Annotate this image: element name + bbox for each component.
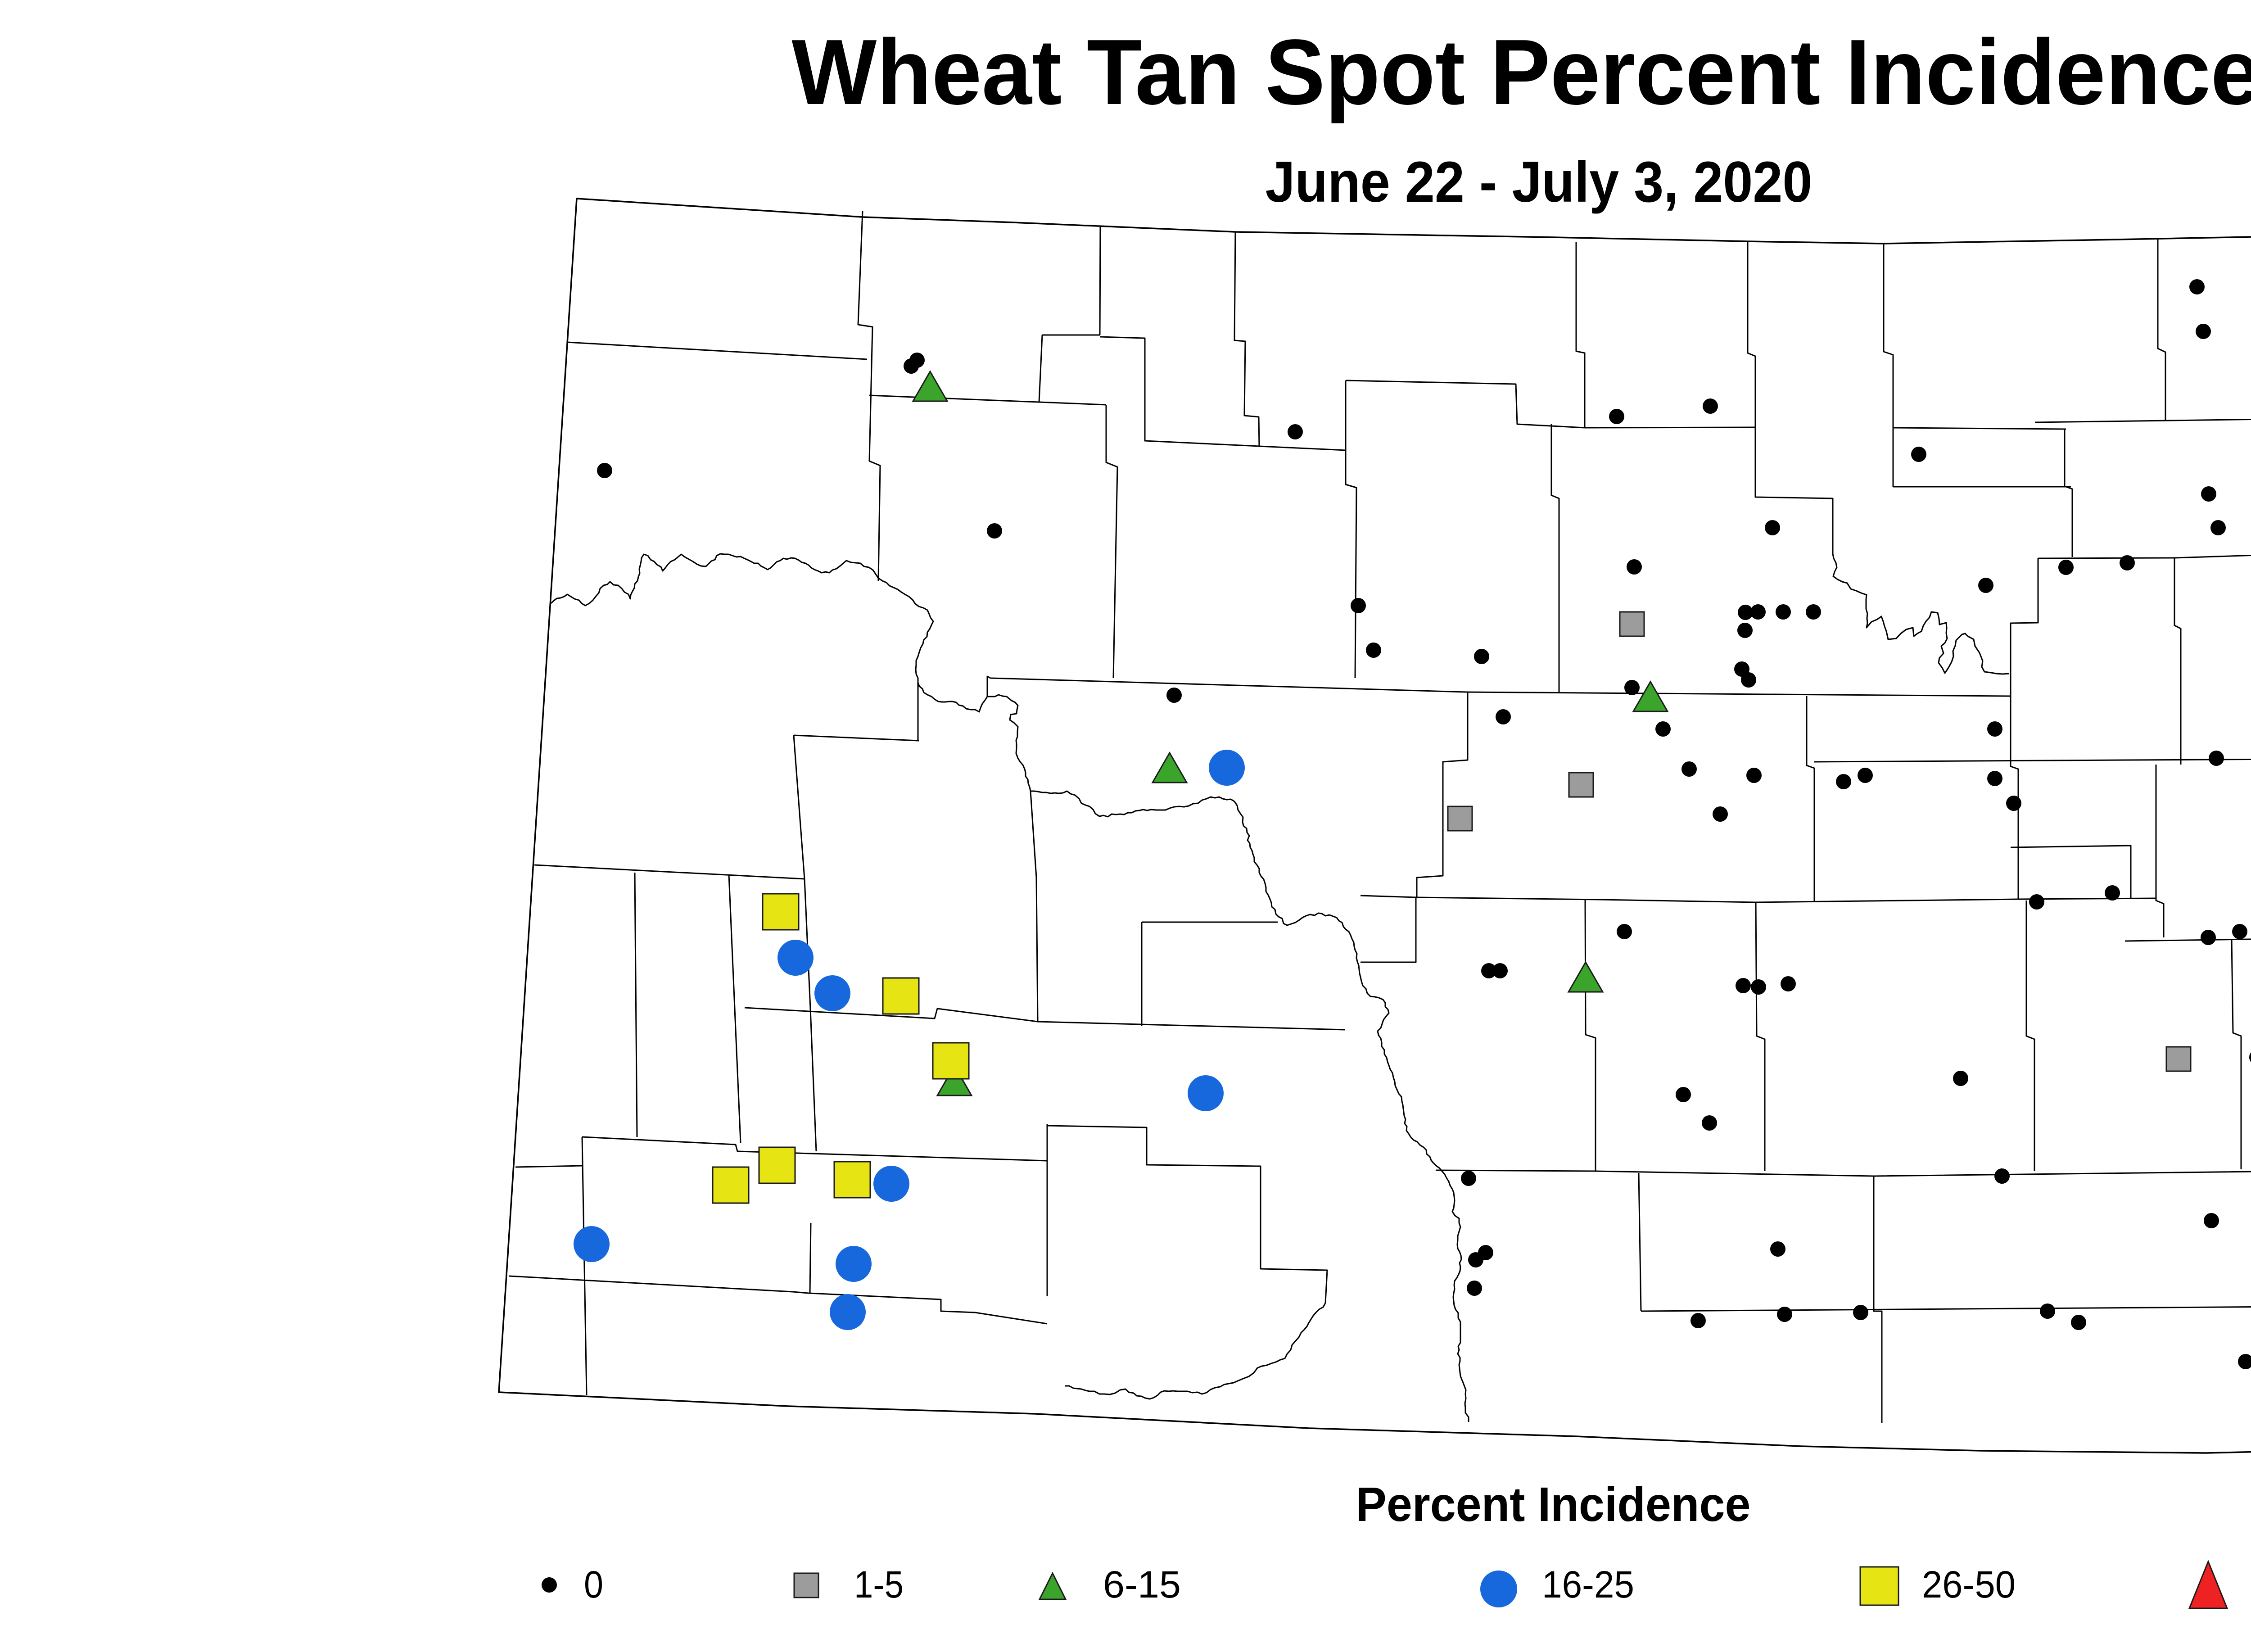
svg-text:0: 0 xyxy=(584,1563,603,1606)
svg-text:16-25: 16-25 xyxy=(1542,1563,1634,1606)
svg-text:26-50: 26-50 xyxy=(1922,1563,2016,1606)
svg-text:Wheat Tan Spot Percent Inciden: Wheat Tan Spot Percent Incidence xyxy=(792,20,2251,124)
svg-text:June 22 - July 3, 2020: June 22 - July 3, 2020 xyxy=(1266,150,1813,214)
svg-text:1-5: 1-5 xyxy=(854,1563,904,1606)
svg-text:6-15: 6-15 xyxy=(1103,1563,1181,1606)
svg-text:Percent Incidence: Percent Incidence xyxy=(1356,1477,1751,1531)
